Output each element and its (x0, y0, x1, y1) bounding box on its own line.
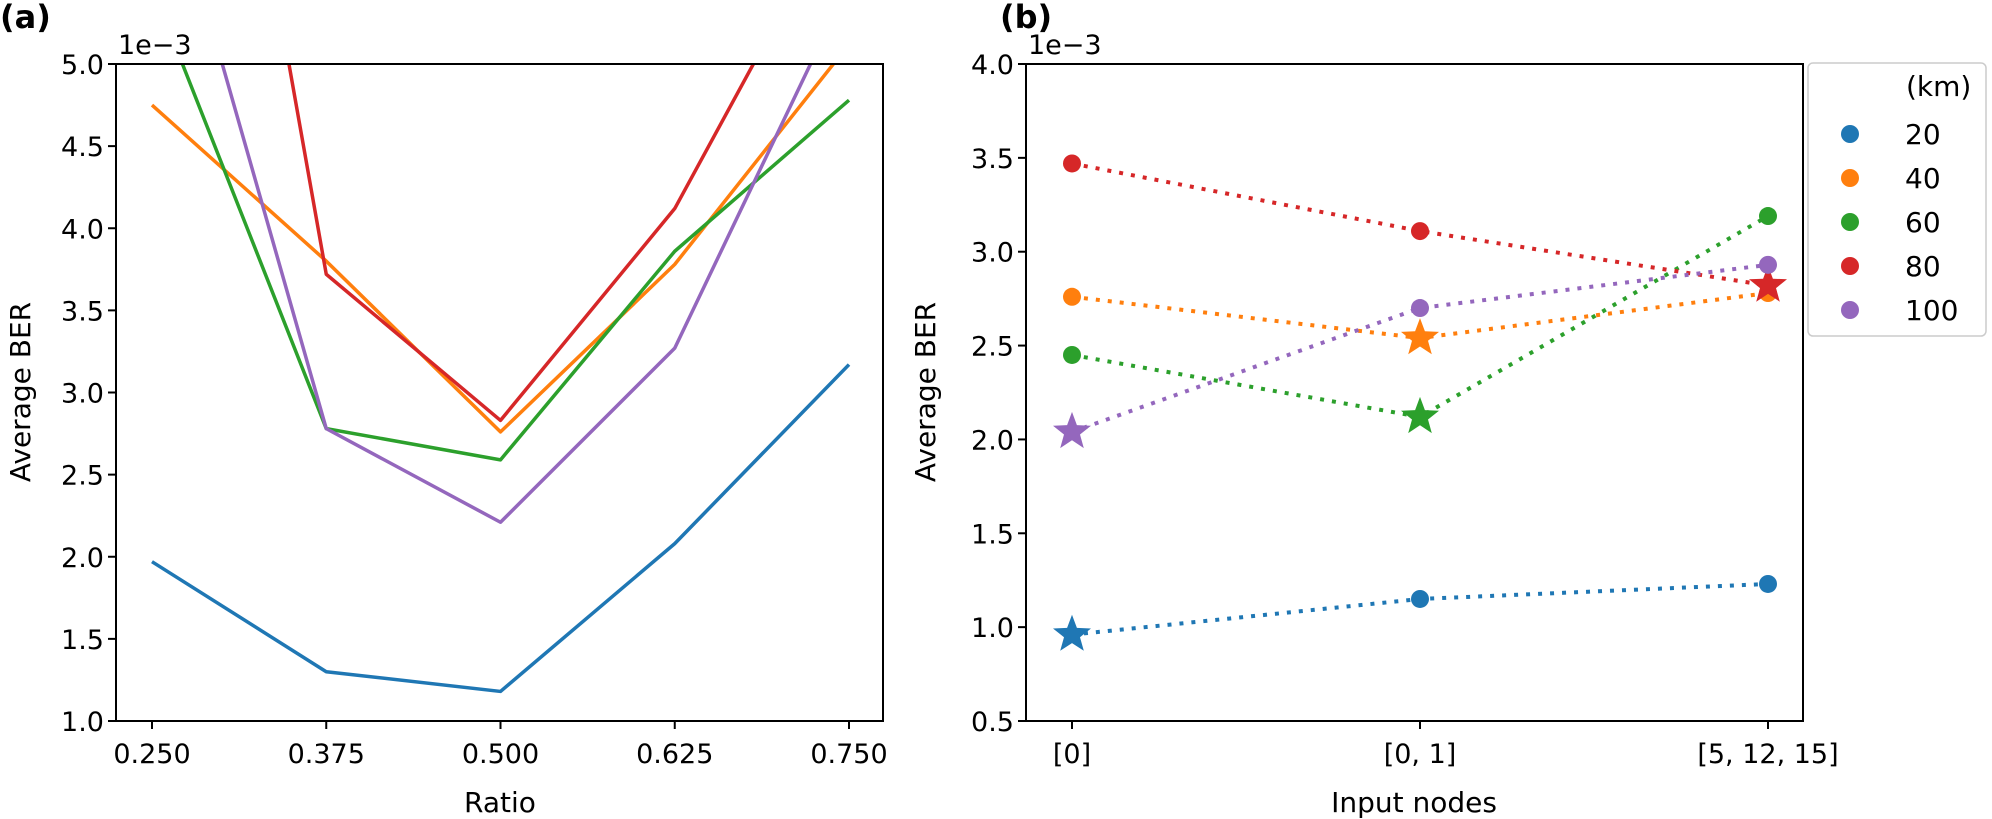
series-line-2 (180, 64, 851, 462)
y-tick-label: 2.5 (61, 461, 104, 492)
y-tick-label: 3.0 (971, 238, 1014, 269)
y-axis-label-b: Average BER (909, 302, 942, 482)
y-tick-label: 1.5 (971, 519, 1014, 550)
data-point (1759, 207, 1777, 226)
legend-marker-80 (1841, 257, 1859, 275)
y-tick-label: 4.0 (971, 50, 1014, 81)
y-tick-label: 0.5 (971, 707, 1014, 738)
y-tick-label: 3.0 (61, 379, 104, 410)
y-tick-label: 1.5 (61, 625, 104, 656)
data-point (1411, 589, 1429, 608)
best-point-star (1053, 614, 1091, 651)
x-tick-label: [5, 12, 15] (1697, 739, 1838, 770)
plot-frame-b (1025, 63, 1804, 722)
x-tick-label: [0] (1053, 739, 1091, 770)
x-tick-label: 0.250 (113, 739, 190, 770)
panel-label-b: (b) (1000, 0, 1052, 36)
data-point (1063, 154, 1081, 173)
y-tick-label: 3.5 (971, 144, 1014, 175)
legend-label-40: 40 (1905, 162, 1941, 195)
x-tick-label: 0.625 (636, 739, 713, 770)
legend-marker-60 (1841, 213, 1859, 231)
series-line-0 (151, 363, 851, 694)
plot-frame-a (115, 63, 884, 722)
y-offset-label-a: 1e−3 (118, 30, 192, 61)
y-tick-label: 4.5 (61, 132, 104, 163)
y-tick-label: 5.0 (61, 50, 104, 81)
data-point (1411, 299, 1429, 318)
x-tick-label: 0.375 (288, 739, 365, 770)
data-point (1063, 287, 1081, 306)
legend-marker-20 (1841, 125, 1859, 143)
y-tick-label: 2.0 (971, 425, 1014, 456)
x-tick-label: 0.750 (810, 739, 887, 770)
legend-label-20: 20 (1905, 118, 1941, 151)
data-point (1759, 574, 1777, 593)
series-line-80 (1071, 161, 1769, 288)
y-tick-label: 4.0 (61, 214, 104, 245)
x-tick-label: 0.500 (462, 739, 539, 770)
legend-label-80: 80 (1905, 250, 1941, 283)
legend-marker-100 (1841, 301, 1859, 319)
best-point-star (1749, 265, 1787, 302)
y-tick-label: 2.0 (61, 543, 104, 574)
legend-title: (km) (1906, 70, 1971, 103)
legend-marker-40 (1841, 169, 1859, 187)
y-offset-label-b: 1e−3 (1028, 30, 1102, 61)
y-tick-label: 3.5 (61, 296, 104, 327)
series-line-4 (220, 64, 813, 525)
best-point-star (1401, 318, 1439, 355)
best-point-star (1401, 396, 1439, 434)
data-point (1063, 345, 1081, 364)
x-axis-label-b: Input nodes (1331, 786, 1497, 819)
series-line-3 (287, 64, 756, 423)
series-line-100 (1071, 262, 1769, 434)
data-point (1759, 255, 1777, 274)
y-axis-label-a: Average BER (4, 302, 37, 482)
y-tick-label: 1.0 (61, 707, 104, 738)
y-tick-label: 1.0 (971, 613, 1014, 644)
series-line-1 (150, 64, 836, 434)
x-axis-label-a: Ratio (464, 786, 536, 819)
legend: (km) 20 40 60 80 100 (1807, 62, 1987, 337)
x-tick-label: [0, 1] (1384, 739, 1457, 770)
y-tick-label: 2.5 (971, 332, 1014, 363)
best-point-star (1053, 411, 1091, 449)
legend-label-100: 100 (1905, 294, 1958, 327)
legend-label-60: 60 (1905, 206, 1941, 239)
data-point (1411, 222, 1429, 241)
panel-label-a: (a) (0, 0, 51, 36)
